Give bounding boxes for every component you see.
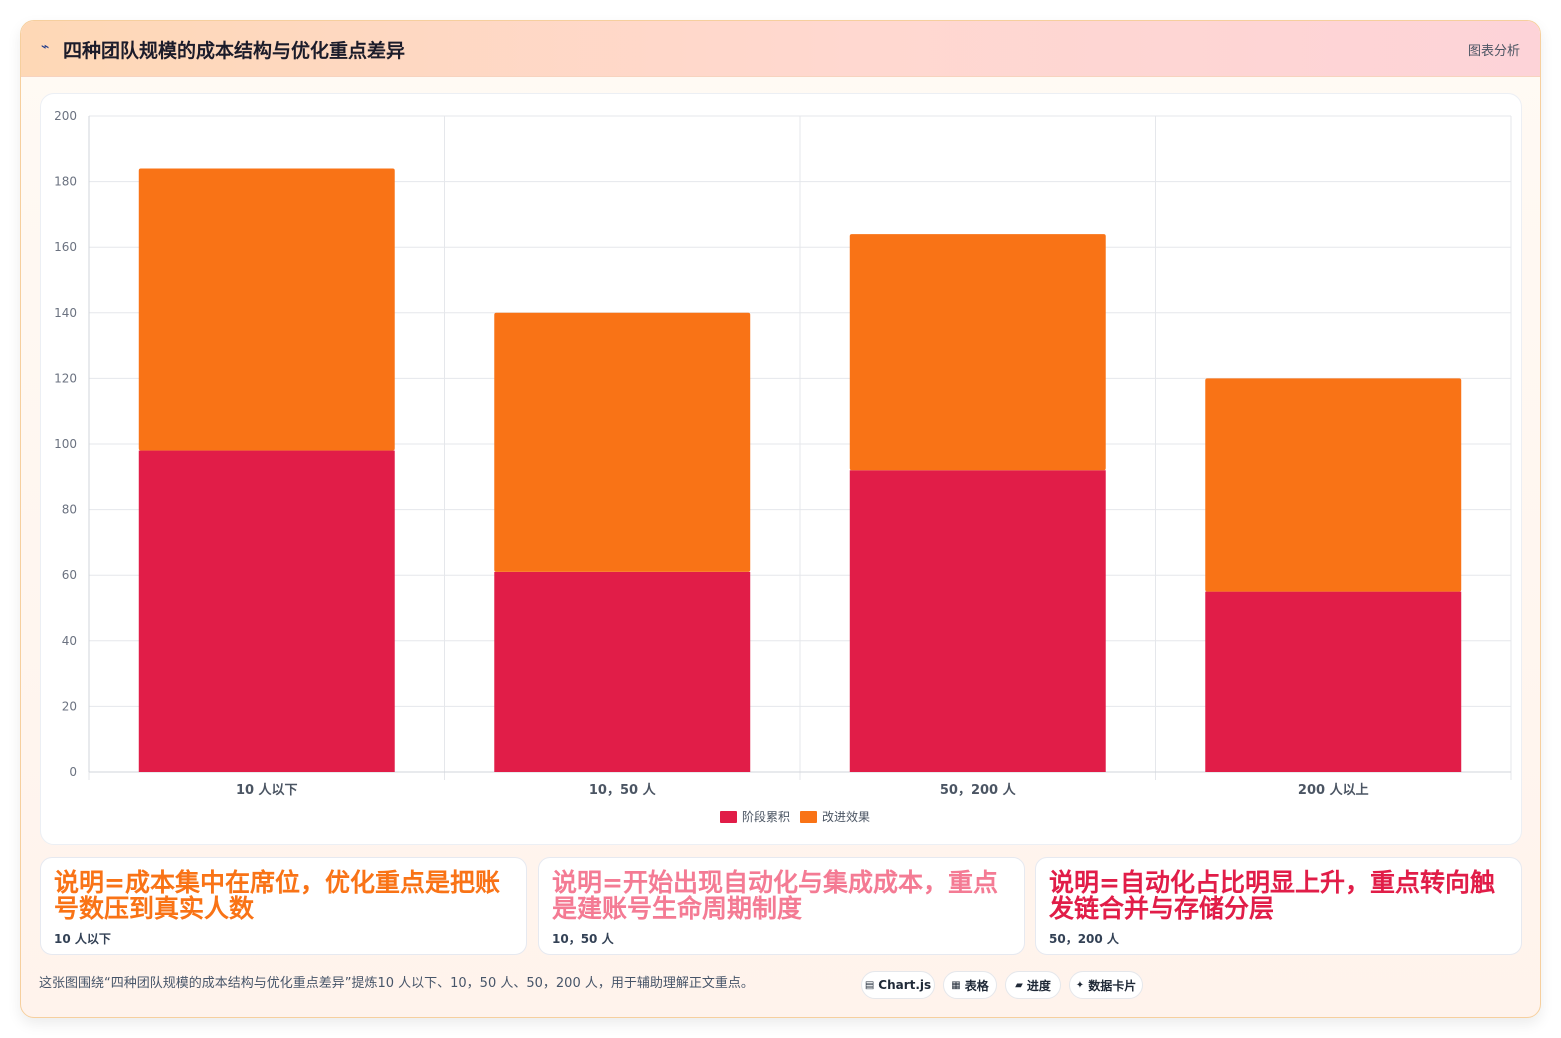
footer-description: 这张图围绕“四种团队规模的成本结构与优化重点差异”提炼10 人以下、10，50 … [39, 976, 754, 991]
panel-header: ⌁ 四种团队规模的成本结构与优化重点差异 图表分析 [21, 21, 1540, 77]
pill-label: 进度 [1026, 978, 1051, 993]
note-card-3: 说明=自动化占比明显上升，重点转向触发链合并与存储分层 50，200 人 [1035, 857, 1522, 955]
legend-swatch [800, 811, 817, 823]
card-icon: ✦ [1075, 979, 1085, 991]
legend-label: 改进效果 [822, 809, 870, 824]
pill-chartjs[interactable]: ▤ Chart.js [861, 971, 935, 999]
panel-title: 四种团队规模的成本结构与优化重点差异 [63, 40, 406, 62]
note-category: 50，200 人 [1049, 932, 1119, 946]
pill-data-card[interactable]: ✦ 数据卡片 [1069, 971, 1143, 999]
pill-label: 表格 [964, 978, 989, 993]
x-tick-label: 200 人以上 [1298, 782, 1369, 798]
y-tick-label: 200 [54, 109, 77, 123]
chart-panel: ⌁ 四种团队规模的成本结构与优化重点差异 图表分析 0 20 40 60 80 100 12… [20, 20, 1541, 1018]
note-card-1: 说明=成本集中在席位，优化重点是把账号数压到真实人数 10 人以下 [40, 857, 527, 955]
note-card-2: 说明=开始出现自动化与集成成本，重点是建账号生命周期制度 10，50 人 [538, 857, 1025, 955]
y-tick-label: 160 [54, 240, 77, 254]
y-tick-label: 100 [54, 437, 77, 451]
progress-icon: ▰ [1015, 979, 1023, 991]
chart-card: 0 20 40 60 80 100 120 140 160 180 200 10 人以下 10，50 人… [40, 93, 1522, 845]
note-category: 10 人以下 [54, 932, 111, 946]
bar-improvement-effect [1205, 378, 1462, 592]
pill-table[interactable]: ▦ 表格 [943, 971, 997, 999]
bar-stage-accumulation [849, 470, 1106, 772]
y-tick-label: 180 [54, 175, 77, 189]
chart-line-icon: ⌁ [41, 39, 50, 55]
y-tick-label: 0 [69, 765, 77, 779]
note-text: 说明=开始出现自动化与集成成本，重点是建账号生命周期制度 [552, 868, 998, 923]
chart-analysis-label: 图表分析 [1467, 44, 1520, 59]
bar-improvement-effect [849, 234, 1106, 471]
y-tick-label: 140 [54, 306, 77, 320]
bar-stage-accumulation [138, 450, 395, 772]
legend-swatch [720, 811, 737, 823]
x-tick-label: 10，50 人 [589, 782, 657, 798]
pill-label: 数据卡片 [1088, 978, 1137, 993]
stacked-bar-chart: 0 20 40 60 80 100 120 140 160 180 200 10 人以下 10，50 人… [54, 109, 1512, 824]
bar-improvement-effect [494, 312, 751, 572]
pill-progress[interactable]: ▰ 进度 [1005, 971, 1061, 999]
table-icon: ▦ [951, 979, 961, 991]
bar-improvement-effect [138, 168, 395, 451]
y-tick-label: 120 [54, 371, 77, 385]
bar-stage-accumulation [1205, 591, 1462, 772]
pill-label: Chart.js [878, 978, 932, 992]
y-tick-label: 40 [62, 634, 77, 648]
note-text: 说明=成本集中在席位，优化重点是把账号数压到真实人数 [54, 868, 500, 923]
legend-label: 阶段累积 [742, 809, 790, 824]
y-tick-label: 60 [62, 568, 77, 582]
x-tick-label: 10 人以下 [236, 782, 298, 798]
chart-icon: ▤ [864, 979, 875, 991]
bar-stage-accumulation [494, 571, 751, 772]
y-tick-label: 80 [62, 503, 77, 517]
x-tick-label: 50，200 人 [940, 782, 1017, 798]
note-category: 10，50 人 [552, 932, 614, 946]
y-tick-label: 20 [62, 699, 77, 713]
note-text: 说明=自动化占比明显上升，重点转向触发链合并与存储分层 [1049, 868, 1495, 923]
